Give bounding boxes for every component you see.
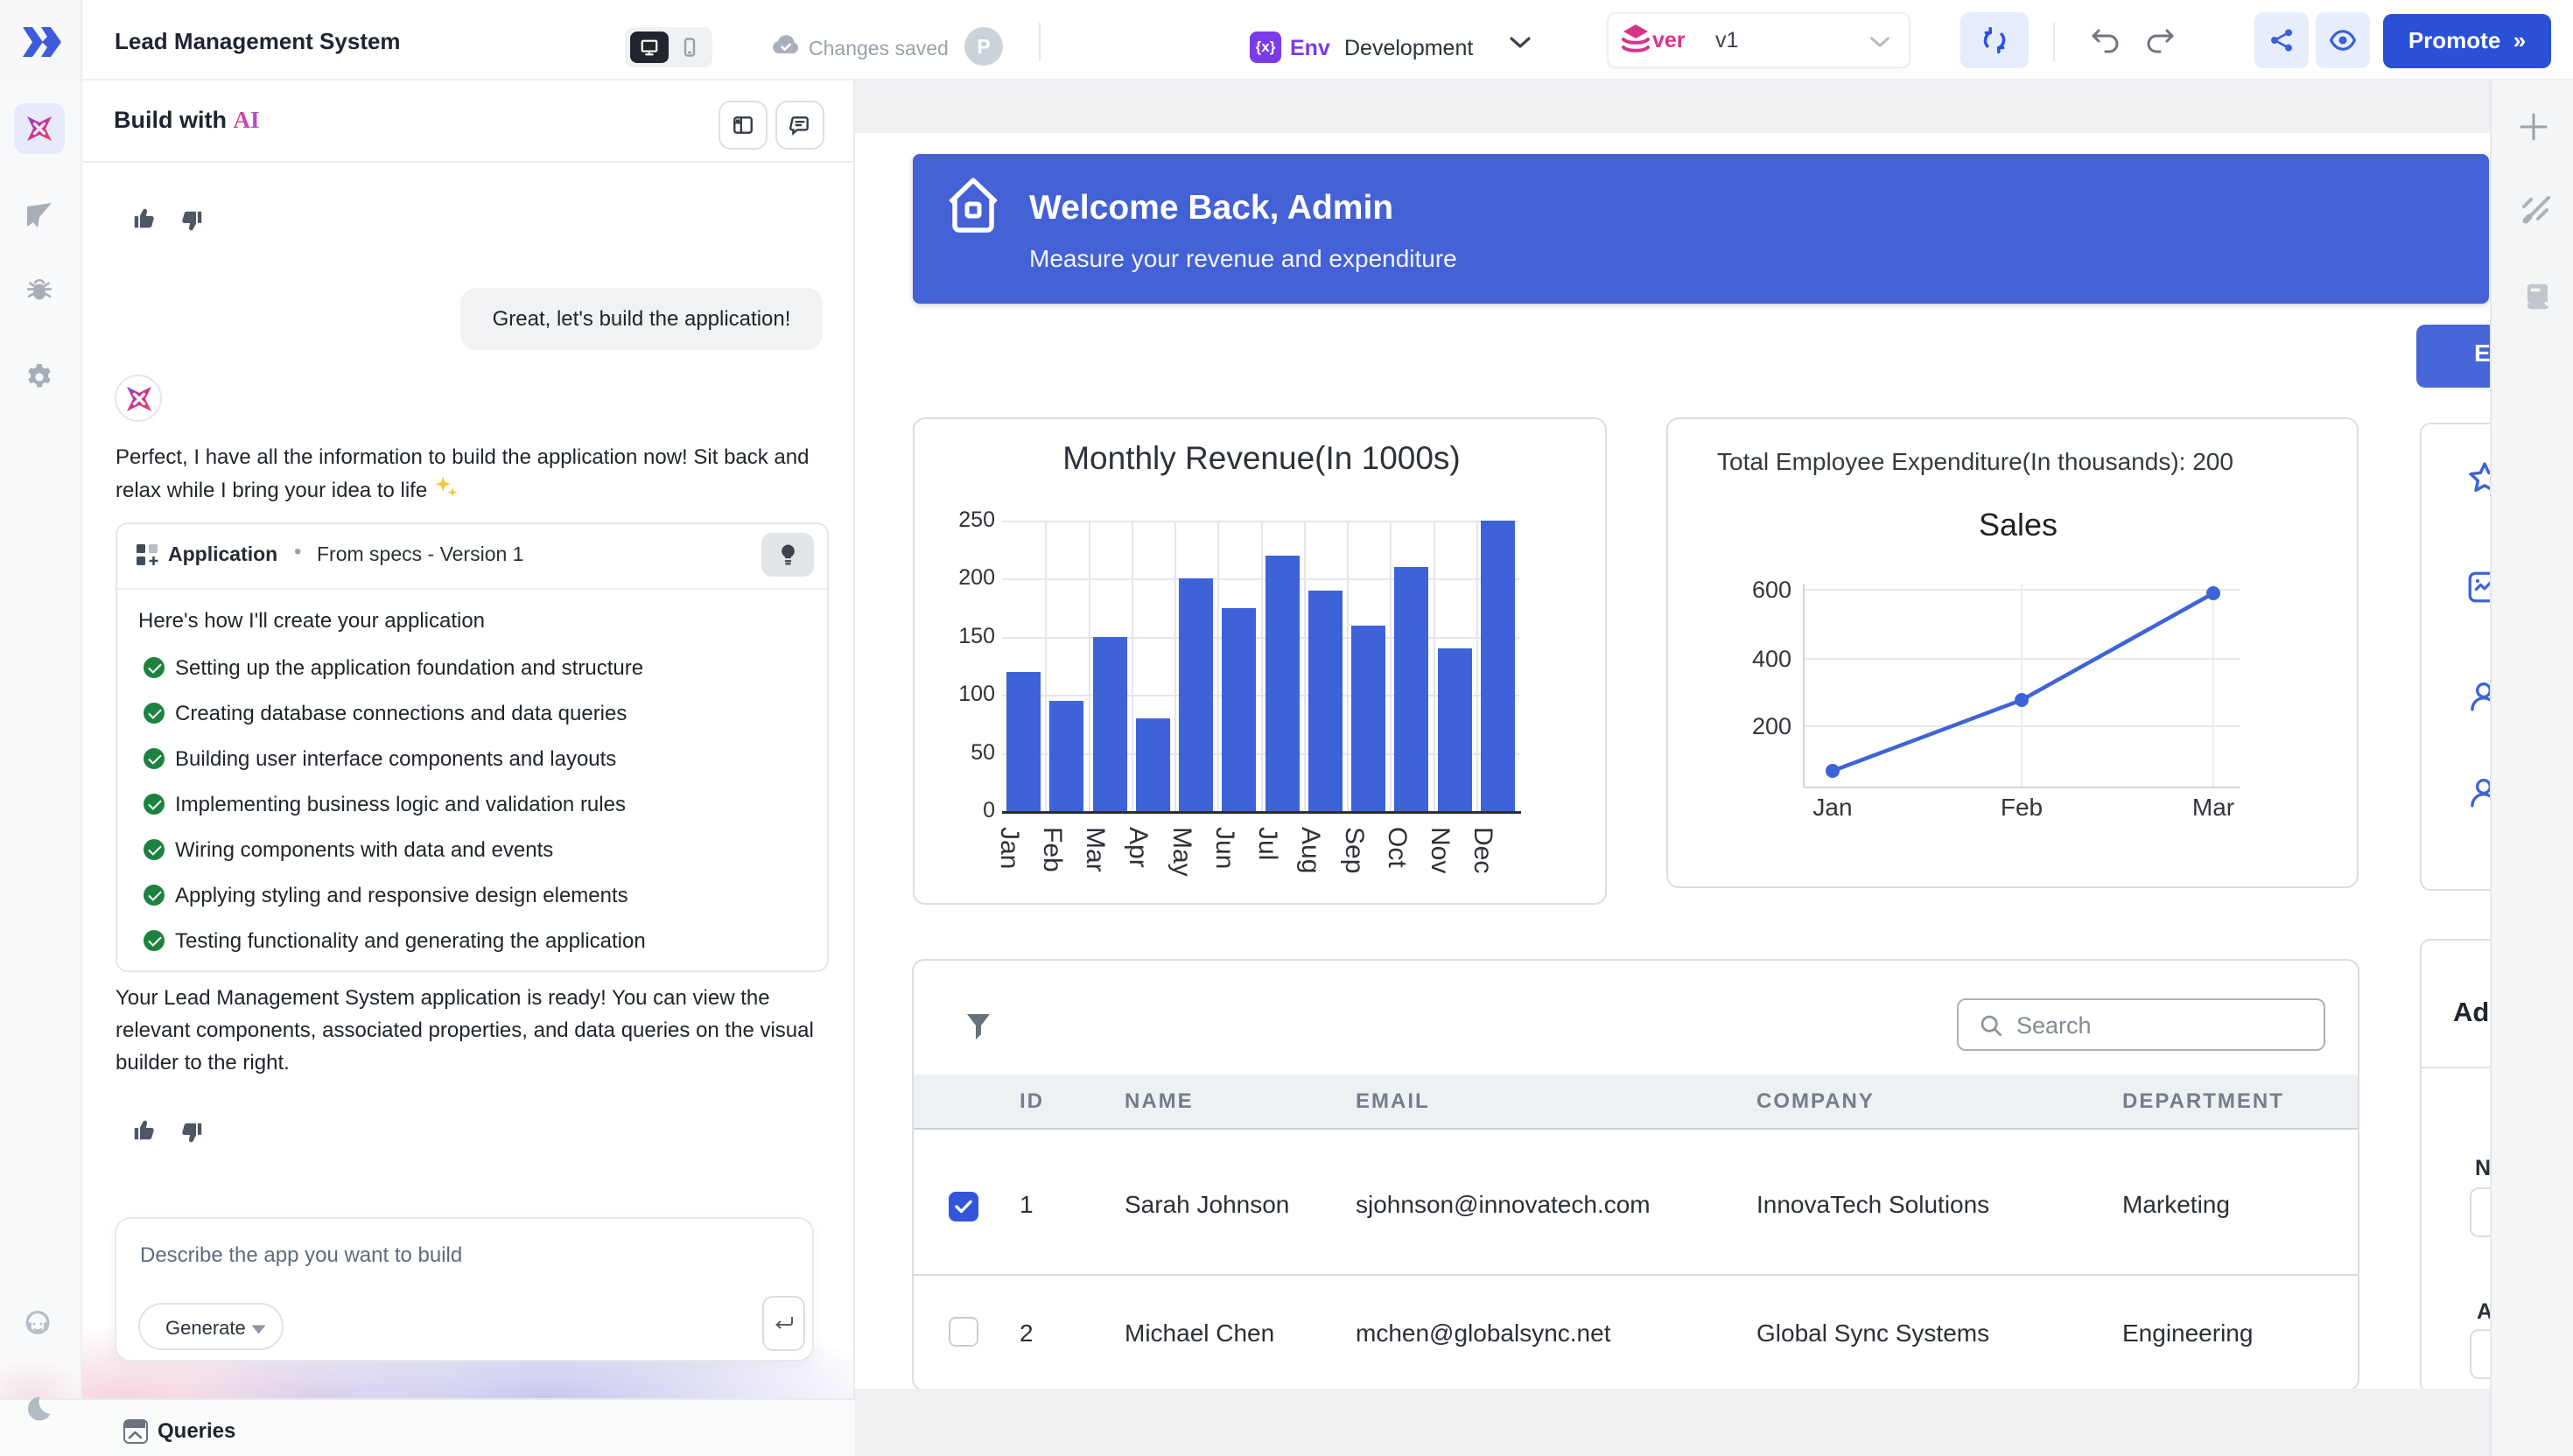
svg-text:200: 200: [1752, 713, 1791, 739]
svg-text:400: 400: [1752, 646, 1791, 672]
svg-text:Feb: Feb: [2001, 794, 2043, 821]
svg-text:Jan: Jan: [1812, 794, 1852, 821]
svg-text:600: 600: [1752, 577, 1791, 603]
svg-text:Mar: Mar: [2192, 794, 2234, 821]
